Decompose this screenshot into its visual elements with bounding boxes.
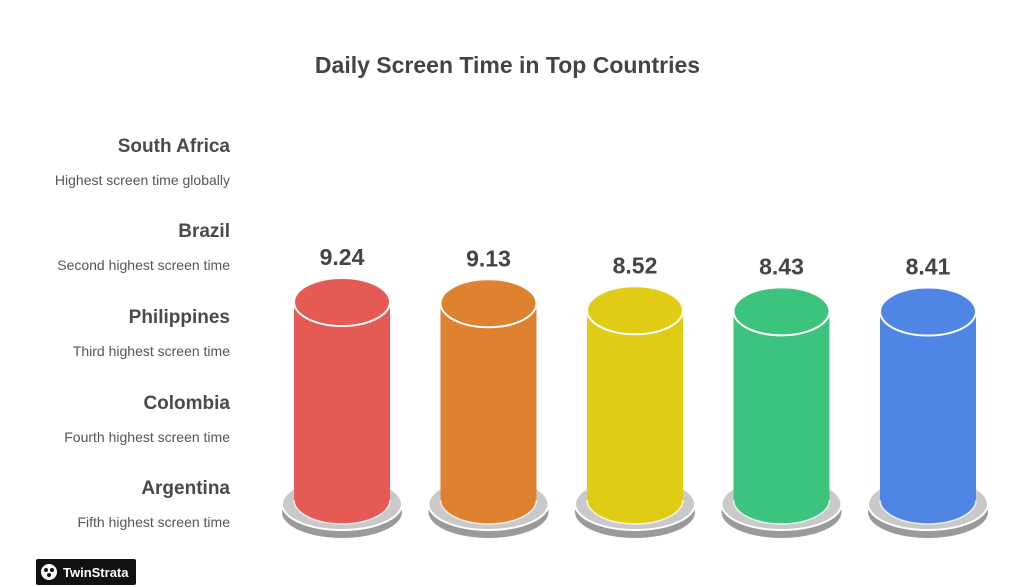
cylinder-bar-chart: 9.24 9.13 8.52 8.43 8.41 — [281, 244, 989, 538]
legend-name: South Africa — [117, 136, 230, 157]
value-label-philippines: 8.52 — [613, 252, 658, 278]
bar-rim-brazil — [439, 499, 538, 525]
bar-colombia — [733, 311, 830, 524]
bar-top-south-africa — [293, 277, 391, 327]
value-label-south-africa: 9.24 — [320, 244, 365, 270]
legend-item-south-africa: South Africa Highest screen time globall… — [0, 136, 230, 188]
value-label-argentina: 8.41 — [906, 254, 951, 280]
legend-item-philippines: Philippines Third highest screen time — [0, 307, 230, 359]
bar-argentina — [880, 311, 976, 524]
bar-top-philippines — [586, 285, 684, 336]
legend-desc: Fourth highest screen time — [64, 429, 230, 445]
bar-brazil — [440, 303, 537, 524]
bar-top-argentina — [879, 286, 977, 337]
brand-badge: TwinStrata — [36, 559, 136, 585]
legend-item-argentina: Argentina Fifth highest screen time — [0, 478, 230, 530]
legend-name: Argentina — [141, 478, 230, 499]
legend-name: Colombia — [143, 393, 230, 414]
legend-name: Brazil — [178, 221, 230, 242]
bar-philippines — [587, 310, 683, 524]
bar-rim-colombia — [732, 499, 831, 525]
legend-desc: Highest screen time globally — [54, 172, 230, 188]
legend-desc: Second highest screen time — [57, 257, 230, 273]
bar-top-brazil — [439, 278, 538, 329]
bar-top-colombia — [732, 286, 831, 337]
legend-item-colombia: Colombia Fourth highest screen time — [0, 393, 230, 445]
legend-name: Philippines — [128, 307, 230, 328]
value-label-colombia: 8.43 — [759, 253, 804, 279]
legend: South Africa Highest screen time globall… — [0, 0, 230, 587]
bar-south-africa — [294, 302, 390, 524]
bar-rim-argentina — [879, 499, 977, 525]
bar-rim-south-africa — [293, 499, 391, 525]
bar-rim-philippines — [586, 499, 684, 525]
brand-logo-icon — [41, 564, 57, 580]
chart-title: Daily Screen Time in Top Countries — [314, 52, 701, 78]
value-label-brazil: 9.13 — [466, 245, 511, 271]
legend-desc: Fifth highest screen time — [77, 514, 230, 530]
brand-name: TwinStrata — [63, 564, 129, 580]
legend-item-brazil: Brazil Second highest screen time — [0, 221, 230, 273]
legend-desc: Third highest screen time — [72, 343, 230, 359]
